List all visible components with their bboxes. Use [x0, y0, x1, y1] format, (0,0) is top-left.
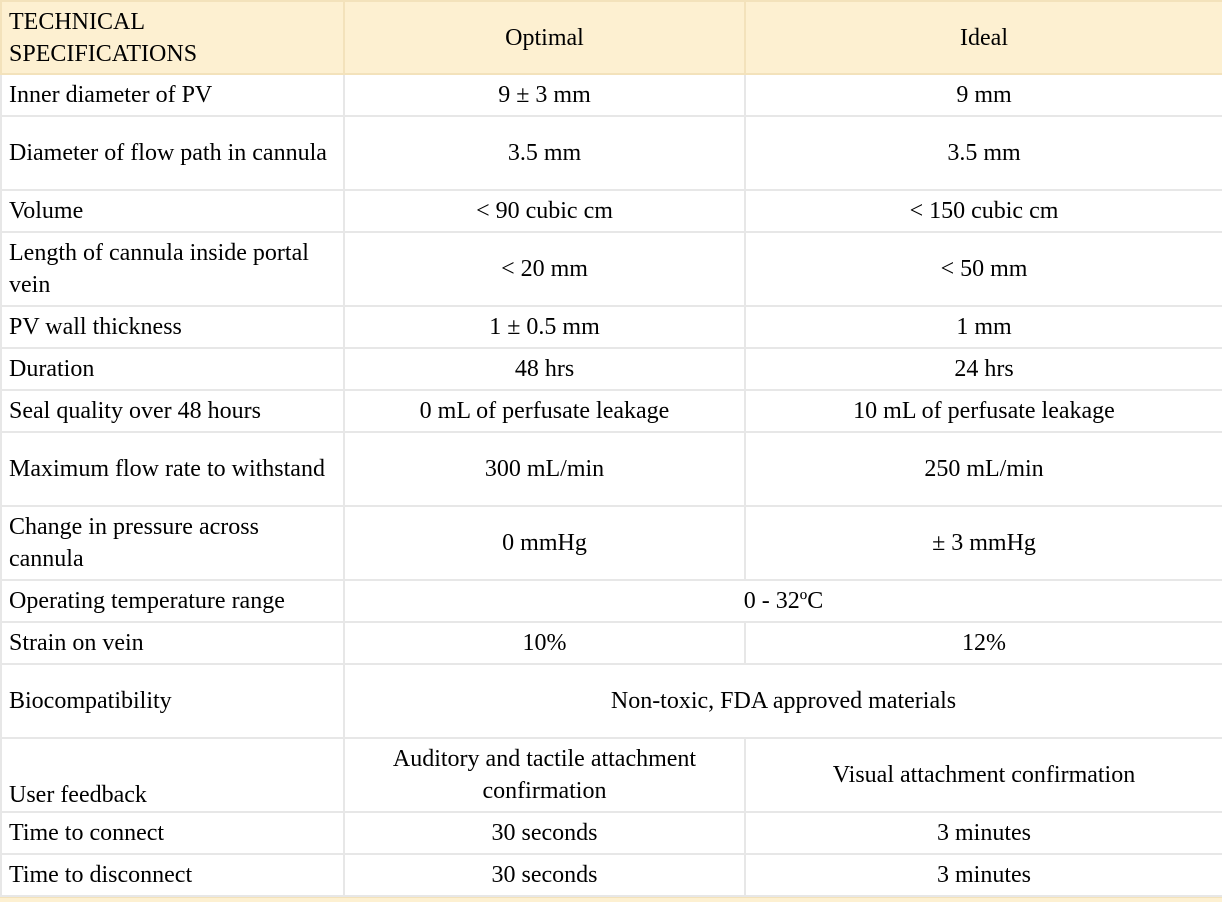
spec-label: PV wall thickness [0, 305, 345, 349]
ideal-value: 3 minutes [744, 853, 1222, 897]
table-row: Maximum flow rate to withstand 300 mL/mi… [0, 431, 1222, 507]
optimal-value: Auditory and tactile attachment confirma… [343, 737, 746, 813]
ideal-value: 10 mL of perfusate leakage [744, 389, 1222, 433]
optimal-value: 48 hrs [343, 347, 746, 391]
ideal-value: 250 mL/min [744, 431, 1222, 507]
spec-label: Operating temperature range [0, 579, 345, 623]
optimal-value: 3.5 mm [343, 115, 746, 191]
merged-value: 0 - 32ºC [343, 579, 1222, 623]
optimal-value: 9 ± 3 mm [343, 73, 746, 117]
optimal-value: 300 mL/min [343, 431, 746, 507]
spec-label: Maximum flow rate to withstand [0, 431, 345, 507]
optimal-value: 10% [343, 621, 746, 665]
ideal-value: Visual attachment confirmation [744, 737, 1222, 813]
ideal-value: 3 minutes [744, 811, 1222, 855]
spec-label: Inner diameter of PV [0, 73, 345, 117]
table-row: Strain on vein 10% 12% [0, 621, 1222, 665]
table-row: Time to connect 30 seconds 3 minutes [0, 811, 1222, 855]
merged-value: Non-toxic, FDA approved materials [343, 663, 1222, 739]
table-row: PV wall thickness 1 ± 0.5 mm 1 mm [0, 305, 1222, 349]
ideal-value: < 150 cubic cm [744, 189, 1222, 233]
header-row: TECHNICAL SPECIFICATIONS Optimal Ideal [0, 0, 1222, 75]
spec-label: User feedback [0, 737, 345, 813]
optimal-value: 30 seconds [343, 811, 746, 855]
ideal-value: ± 3 mmHg [744, 505, 1222, 581]
header-ideal: Ideal [744, 0, 1222, 75]
spec-label: Biocompatibility [0, 663, 345, 739]
spec-label: Duration [0, 347, 345, 391]
table-row: Seal quality over 48 hours 0 mL of perfu… [0, 389, 1222, 433]
ideal-value: 12% [744, 621, 1222, 665]
table-row: User feedback Auditory and tactile attac… [0, 737, 1222, 813]
ideal-value: 1 mm [744, 305, 1222, 349]
table-row: Inner diameter of PV 9 ± 3 mm 9 mm [0, 73, 1222, 117]
table-row: Volume < 90 cubic cm < 150 cubic cm [0, 189, 1222, 233]
table-row: Operating temperature range 0 - 32ºC [0, 579, 1222, 623]
table-row: Length of cannula inside portal vein < 2… [0, 231, 1222, 307]
table-row: Duration 48 hrs 24 hrs [0, 347, 1222, 391]
optimal-value: 0 mL of perfusate leakage [343, 389, 746, 433]
table-row: Diameter of flow path in cannula 3.5 mm … [0, 115, 1222, 191]
spec-label: Time to connect [0, 811, 345, 855]
spec-label: Change in pressure across cannula [0, 505, 345, 581]
spec-label: Strain on vein [0, 621, 345, 665]
table-row: Biocompatibility Non-toxic, FDA approved… [0, 663, 1222, 739]
header-optimal: Optimal [343, 0, 746, 75]
optimal-value: 30 seconds [343, 853, 746, 897]
spec-label: Length of cannula inside portal vein [0, 231, 345, 307]
optimal-value: < 20 mm [343, 231, 746, 307]
spec-label: Diameter of flow path in cannula [0, 115, 345, 191]
ideal-value: 3.5 mm [744, 115, 1222, 191]
spec-label: Seal quality over 48 hours [0, 389, 345, 433]
table-row: Change in pressure across cannula 0 mmHg… [0, 505, 1222, 581]
ideal-value: 24 hrs [744, 347, 1222, 391]
header-technical-specifications: TECHNICAL SPECIFICATIONS [0, 0, 345, 75]
optimal-value: 0 mmHg [343, 505, 746, 581]
optimal-value: < 90 cubic cm [343, 189, 746, 233]
spec-label: Time to disconnect [0, 853, 345, 897]
ideal-value: < 50 mm [744, 231, 1222, 307]
table-row: Time to disconnect 30 seconds 3 minutes [0, 853, 1222, 897]
ideal-value: 9 mm [744, 73, 1222, 117]
spec-label: Volume [0, 189, 345, 233]
optimal-value: 1 ± 0.5 mm [343, 305, 746, 349]
